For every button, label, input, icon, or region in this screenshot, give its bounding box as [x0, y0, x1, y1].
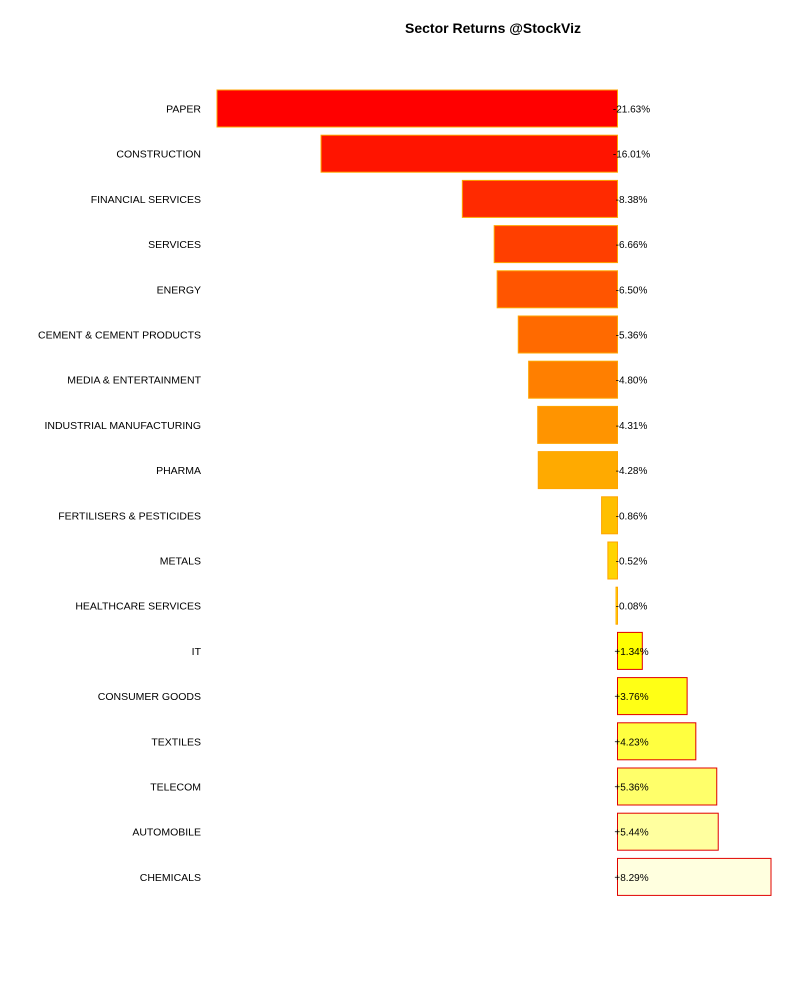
- category-label: AUTOMOBILE: [132, 827, 201, 839]
- bar-9: [601, 496, 619, 535]
- category-label: MEDIA & ENTERTAINMENT: [67, 375, 201, 387]
- bar-6: [528, 360, 619, 399]
- category-label: FERTILISERS & PESTICIDES: [58, 510, 201, 522]
- bar-7: [537, 405, 619, 444]
- category-label: CHEMICALS: [140, 872, 201, 884]
- bar-11: [615, 586, 619, 625]
- bar-3: [493, 225, 619, 264]
- category-label: CONSTRUCTION: [116, 149, 201, 161]
- value-label: -0.86%: [616, 511, 648, 522]
- value-label: -4.28%: [616, 466, 648, 477]
- bar-10: [607, 541, 618, 580]
- bar-14: [617, 722, 697, 761]
- value-label: +4.23%: [614, 737, 648, 748]
- value-label: +8.29%: [614, 873, 648, 884]
- bar-13: [617, 677, 688, 716]
- bar-5: [517, 315, 619, 354]
- category-label: TELECOM: [150, 782, 201, 794]
- value-label: -0.52%: [616, 557, 648, 568]
- value-label: +5.36%: [614, 783, 648, 794]
- value-label: -21.63%: [613, 105, 650, 116]
- bar-16: [617, 812, 719, 851]
- value-label: -8.38%: [616, 195, 648, 206]
- bar-8: [537, 451, 618, 490]
- value-label: +3.76%: [614, 692, 648, 703]
- category-label: CEMENT & CEMENT PRODUCTS: [38, 330, 201, 342]
- value-label: -4.31%: [616, 421, 648, 432]
- category-label: SERVICES: [148, 239, 201, 251]
- bar-17: [617, 857, 772, 896]
- category-label: METALS: [160, 556, 201, 568]
- value-label: -6.66%: [616, 240, 648, 251]
- value-label: -16.01%: [613, 150, 650, 161]
- bar-1: [320, 134, 618, 173]
- category-label: TEXTILES: [151, 736, 201, 748]
- category-label: PHARMA: [156, 465, 201, 477]
- bar-12: [617, 631, 643, 670]
- category-label: PAPER: [166, 104, 201, 116]
- bar-4: [496, 270, 618, 309]
- category-label: HEALTHCARE SERVICES: [75, 601, 201, 613]
- category-label: IT: [192, 646, 202, 658]
- bar-0: [216, 89, 618, 128]
- value-label: +1.34%: [614, 647, 648, 658]
- category-label: CONSUMER GOODS: [98, 691, 201, 703]
- category-label: FINANCIAL SERVICES: [91, 194, 201, 206]
- value-label: -6.50%: [616, 285, 648, 296]
- bar-15: [617, 767, 718, 806]
- bar-2: [461, 179, 618, 218]
- value-label: -4.80%: [616, 376, 648, 387]
- chart-title: Sector Returns @StockViz: [405, 20, 581, 36]
- value-label: -5.36%: [616, 331, 648, 342]
- value-label: +5.44%: [614, 828, 648, 839]
- category-label: ENERGY: [157, 284, 201, 296]
- category-label: INDUSTRIAL MANUFACTURING: [44, 420, 201, 432]
- value-label: -0.08%: [616, 602, 648, 613]
